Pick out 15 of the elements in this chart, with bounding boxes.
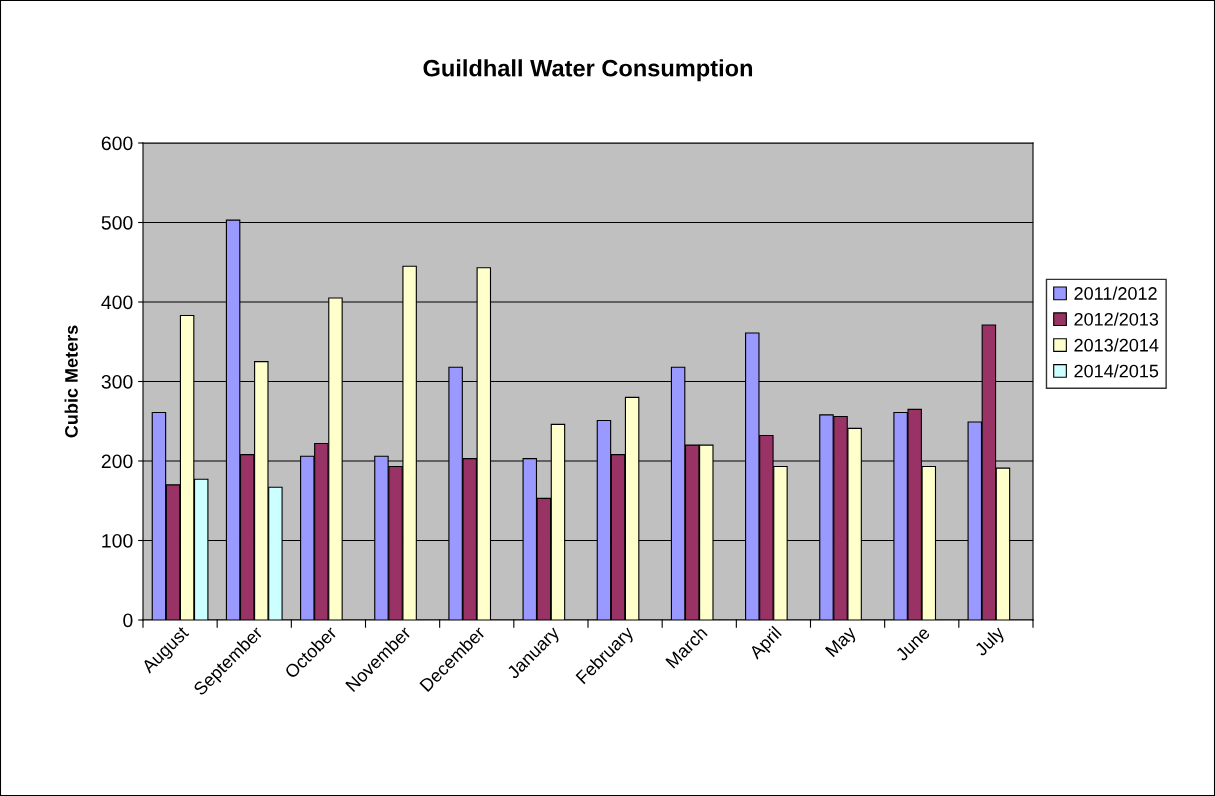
chart-title: Guildhall Water Consumption [423, 59, 753, 82]
y-tick-label: 400 [101, 295, 133, 310]
y-axis-title: Cubic Meters [64, 325, 78, 438]
x-tick-label: May [824, 625, 860, 660]
y-tick-label: 100 [102, 533, 133, 548]
y-tick-label: 200 [101, 454, 133, 469]
y-tick-label: 0 [123, 613, 133, 628]
legend-label: 2013/2014 [1074, 338, 1159, 352]
x-tick-label: July [973, 624, 1008, 660]
y-tick-label: 600 [101, 136, 133, 151]
y-tick-label: 300 [101, 374, 133, 389]
y-tick-label: 500 [101, 215, 133, 230]
legend-label: 2011/2012 [1074, 286, 1157, 300]
legend-label: 2014/2015 [1074, 364, 1159, 378]
legend-label: 2012/2013 [1074, 312, 1159, 326]
